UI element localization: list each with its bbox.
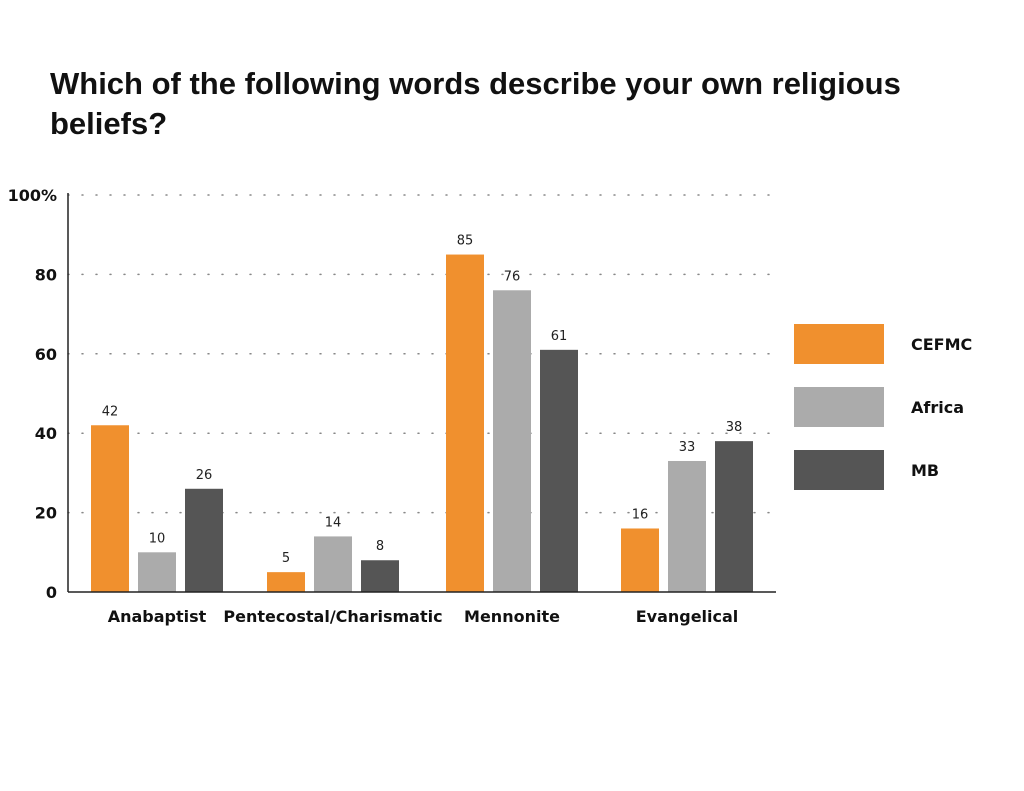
- data-label: 42: [102, 404, 119, 419]
- legend-label: CEFMC: [911, 335, 972, 354]
- bar: [621, 528, 659, 592]
- data-label: 8: [376, 539, 384, 554]
- bars: 42 10 26 5 14 8 85 76 61 16 33 38: [91, 234, 753, 593]
- data-label: 33: [679, 440, 696, 455]
- axes: 0 20 40 60 80 100% Anabaptist Pentecostal/Chari…: [8, 186, 776, 626]
- y-tick-label: 60: [35, 345, 57, 364]
- bar: [138, 552, 176, 592]
- data-label: 26: [196, 468, 213, 483]
- data-label: 10: [149, 531, 166, 546]
- bar: [446, 254, 484, 593]
- y-tick-label: 0: [46, 583, 57, 602]
- category-label: Evangelical: [636, 607, 739, 626]
- bar: [267, 572, 305, 592]
- data-label: 76: [504, 269, 521, 284]
- bar: [314, 536, 352, 592]
- category-label: Mennonite: [464, 607, 560, 626]
- category-label: Anabaptist: [108, 607, 207, 626]
- data-label: 5: [282, 551, 290, 566]
- bar: [668, 460, 706, 592]
- data-label: 16: [632, 507, 649, 522]
- data-label: 38: [726, 420, 743, 435]
- category-label: Pentecostal/Charismatic: [223, 607, 442, 626]
- y-tick-label: 40: [35, 424, 57, 443]
- chart-title: Which of the following words describe yo…: [50, 66, 901, 141]
- bar: [185, 488, 223, 592]
- bar: [361, 560, 399, 592]
- y-tick-label: 20: [35, 504, 57, 523]
- data-label: 14: [325, 515, 342, 530]
- bar: [493, 290, 531, 592]
- legend-swatch: [794, 324, 884, 364]
- legend-swatch: [794, 450, 884, 490]
- legend-label: Africa: [911, 398, 964, 417]
- data-label: 85: [457, 234, 474, 249]
- bar: [540, 349, 578, 592]
- data-label: 61: [551, 329, 568, 344]
- legend-swatch: [794, 387, 884, 427]
- legend: CEFMC Africa MB: [794, 324, 972, 490]
- y-tick-label: 100%: [8, 186, 57, 205]
- legend-label: MB: [911, 461, 939, 480]
- bar: [91, 425, 129, 592]
- bar: [715, 441, 753, 592]
- y-tick-label: 80: [35, 265, 57, 284]
